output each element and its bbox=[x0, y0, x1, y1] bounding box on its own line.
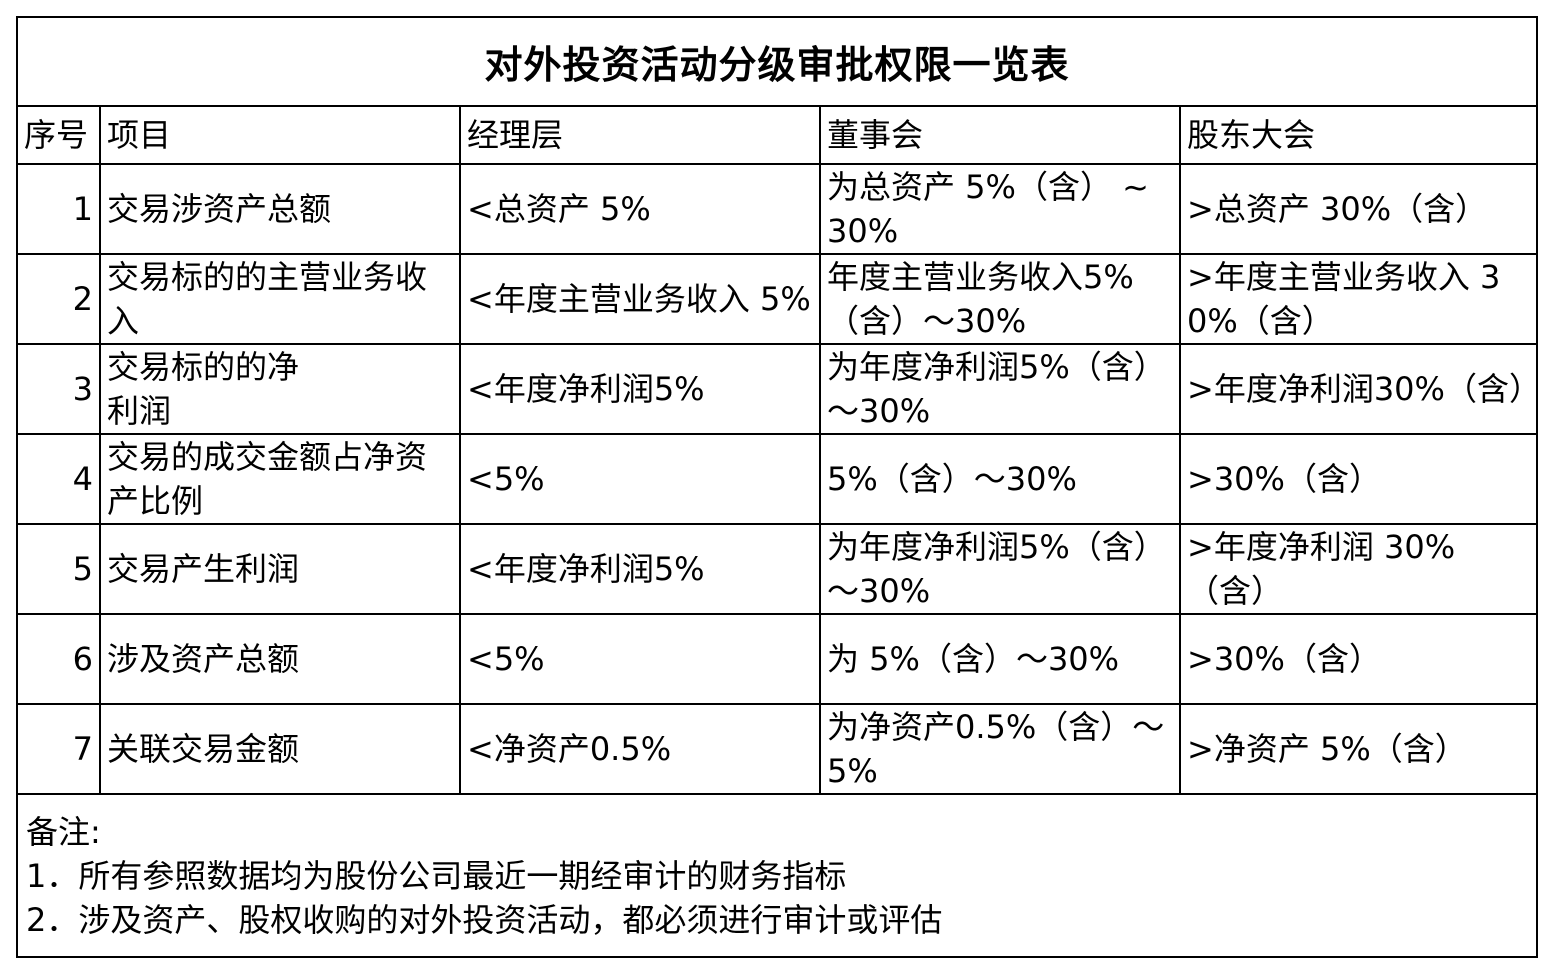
row-item: 交易标的的主营业务收入 bbox=[99, 253, 461, 345]
row-shareholders: >年度净利润 30%（含） bbox=[1179, 523, 1536, 615]
row-seq: 7 bbox=[18, 703, 101, 795]
row-manager: <年度主营业务收入 5% bbox=[459, 253, 821, 345]
row-manager: <年度净利润5% bbox=[459, 343, 821, 435]
notes-section: 备注: 1．所有参照数据均为股份公司最近一期经审计的财务指标 2．涉及资产、股权… bbox=[18, 794, 1536, 956]
row-shareholders: >30%（含） bbox=[1179, 433, 1536, 525]
row-item: 交易涉资产总额 bbox=[99, 163, 461, 255]
approval-table: 序号 项目 经理层 董事会 股东大会 1 交易涉资产总额 <总资产 5% 为总资… bbox=[18, 107, 1536, 795]
table-row: 7 关联交易金额 <净资产0.5% 为净资产0.5%（含）～5% >净资产 5%… bbox=[18, 703, 1536, 795]
table-row: 2 交易标的的主营业务收入 <年度主营业务收入 5% 年度主营业务收入5%（含）… bbox=[18, 253, 1536, 345]
row-seq: 4 bbox=[18, 433, 101, 525]
row-seq: 2 bbox=[18, 253, 101, 345]
row-seq: 6 bbox=[18, 613, 101, 705]
row-board: 为净资产0.5%（含）～5% bbox=[819, 703, 1181, 795]
row-item: 关联交易金额 bbox=[99, 703, 461, 795]
row-seq: 1 bbox=[18, 163, 101, 255]
row-manager: <总资产 5% bbox=[459, 163, 821, 255]
header-shareholders: 股东大会 bbox=[1179, 107, 1536, 165]
notes-label: 备注: bbox=[26, 813, 101, 851]
row-seq: 5 bbox=[18, 523, 101, 615]
row-shareholders: >30%（含） bbox=[1179, 613, 1536, 705]
row-board: 年度主营业务收入5%（含）～30% bbox=[819, 253, 1181, 345]
row-board: 为年度净利润5%（含）～30% bbox=[819, 523, 1181, 615]
note-item: 1．所有参照数据均为股份公司最近一期经审计的财务指标 bbox=[26, 857, 847, 895]
row-item: 交易标的的净 利润 bbox=[99, 343, 461, 435]
note-item: 2．涉及资产、股权收购的对外投资活动，都必须进行审计或评估 bbox=[26, 901, 943, 939]
row-board: 为总资产 5%（含） ~ 30% bbox=[819, 163, 1181, 255]
row-item: 交易产生利润 bbox=[99, 523, 461, 615]
row-seq: 3 bbox=[18, 343, 101, 435]
table-row: 3 交易标的的净 利润 <年度净利润5% 为年度净利润5%（含）～30% >年度… bbox=[18, 343, 1536, 435]
row-board: 为 5%（含）～30% bbox=[819, 613, 1181, 705]
row-manager: <净资产0.5% bbox=[459, 703, 821, 795]
table-title: 对外投资活动分级审批权限一览表 bbox=[18, 18, 1536, 107]
table-row: 6 涉及资产总额 <5% 为 5%（含）～30% >30%（含） bbox=[18, 613, 1536, 705]
row-manager: <5% bbox=[459, 613, 821, 705]
row-manager: <5% bbox=[459, 433, 821, 525]
row-board: 5%（含）～30% bbox=[819, 433, 1181, 525]
row-item: 交易的成交金额占净资产比例 bbox=[99, 433, 461, 525]
header-manager: 经理层 bbox=[459, 107, 821, 165]
header-item: 项目 bbox=[99, 107, 461, 165]
row-shareholders: >年度净利润30%（含） bbox=[1179, 343, 1536, 435]
row-manager: <年度净利润5% bbox=[459, 523, 821, 615]
approval-table-sheet: 对外投资活动分级审批权限一览表 序号 项目 经理层 董事会 股东大会 1 交易涉… bbox=[16, 16, 1538, 958]
header-row: 序号 项目 经理层 董事会 股东大会 bbox=[18, 107, 1536, 165]
row-shareholders: >净资产 5%（含） bbox=[1179, 703, 1536, 795]
table-row: 5 交易产生利润 <年度净利润5% 为年度净利润5%（含）～30% >年度净利润… bbox=[18, 523, 1536, 615]
header-board: 董事会 bbox=[819, 107, 1181, 165]
row-item: 涉及资产总额 bbox=[99, 613, 461, 705]
table-row: 1 交易涉资产总额 <总资产 5% 为总资产 5%（含） ~ 30% >总资产 … bbox=[18, 163, 1536, 255]
row-shareholders: >年度主营业务收入 30%（含） bbox=[1179, 253, 1536, 345]
header-seq: 序号 bbox=[18, 107, 101, 165]
row-shareholders: >总资产 30%（含） bbox=[1179, 163, 1536, 255]
table-row: 4 交易的成交金额占净资产比例 <5% 5%（含）～30% >30%（含） bbox=[18, 433, 1536, 525]
row-board: 为年度净利润5%（含）～30% bbox=[819, 343, 1181, 435]
